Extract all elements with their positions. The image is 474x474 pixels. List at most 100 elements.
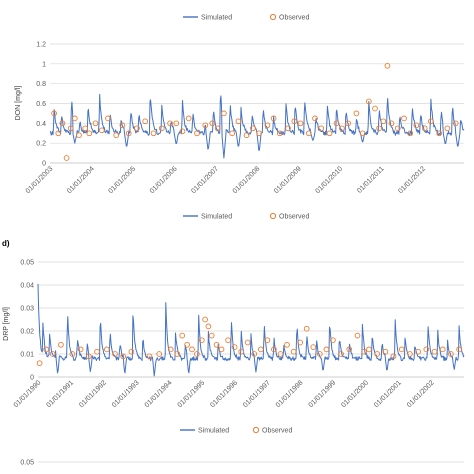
drp-x-tick-label: 01/01/1996 bbox=[209, 379, 239, 409]
drp-observed-point bbox=[213, 341, 220, 348]
drp-x-tick-label: 01/01/1995 bbox=[177, 379, 207, 409]
drp-observed-point bbox=[448, 351, 454, 357]
don-x-ticks: 01/01/2003 01/01/2004 01/01/2005 01/01/2006… bbox=[25, 165, 427, 195]
drp-observed-point bbox=[167, 346, 174, 353]
don-observed-point bbox=[345, 120, 351, 127]
drp-observed-point bbox=[49, 351, 56, 357]
drp-observed-point bbox=[194, 351, 200, 357]
drp-observed-point bbox=[257, 346, 264, 353]
don-observed-point bbox=[256, 130, 262, 137]
drp-observed-point bbox=[128, 348, 135, 355]
drp-observed-point bbox=[323, 346, 330, 353]
drp-observed-point bbox=[205, 323, 212, 330]
drp-observed-point bbox=[231, 344, 238, 350]
don-x-tick-label: 01/01/2004 bbox=[66, 165, 96, 195]
chart-bottom-partial: 0.05 bbox=[20, 460, 464, 467]
don-observed-point bbox=[318, 125, 325, 132]
drp-observed-point bbox=[112, 351, 118, 357]
don-observed-point bbox=[167, 120, 173, 127]
don-observed-point bbox=[326, 130, 333, 137]
drp-observed-point bbox=[415, 348, 421, 355]
don-observed-point bbox=[63, 155, 70, 161]
drp-x-tick-label: 01/01/2001 bbox=[373, 379, 403, 409]
drp-observed-point bbox=[208, 332, 215, 339]
don-observed-point bbox=[179, 128, 186, 135]
drp-observed-point bbox=[251, 351, 258, 357]
drp-ylabel: DRP [mg/l] bbox=[3, 307, 10, 341]
don-observed-point bbox=[353, 110, 360, 117]
legend-top-observed-label: Observed bbox=[279, 15, 309, 22]
don-observed-point bbox=[436, 130, 443, 137]
don-observed-point bbox=[134, 125, 140, 132]
drp-observed-point bbox=[297, 339, 304, 346]
drp-x-tick-label: 01/01/1992 bbox=[78, 379, 108, 409]
drp-observed-point bbox=[310, 344, 317, 350]
drp-observed-point bbox=[179, 332, 186, 339]
don-observed-point bbox=[59, 120, 66, 127]
don-observed-point bbox=[150, 130, 157, 137]
don-observed-point bbox=[376, 125, 382, 132]
don-observed-point bbox=[428, 118, 434, 125]
don-observed-point bbox=[285, 125, 291, 132]
drp-observed-point bbox=[338, 351, 344, 357]
drp-observed-point bbox=[36, 360, 43, 367]
drp-observed-point bbox=[407, 351, 413, 357]
don-observed-point bbox=[394, 125, 401, 132]
don-legend: Simulated Observed bbox=[183, 212, 309, 221]
drp-observed-point bbox=[85, 353, 92, 360]
drp-observed-point bbox=[390, 353, 397, 360]
drp-x-tick-label: 01/01/1994 bbox=[144, 379, 174, 409]
drp-x-tick-label: 01/01/1993 bbox=[111, 379, 141, 409]
drp-y-ticks: 0 0.01 0.02 0.03 0.04 0.05 bbox=[20, 260, 34, 382]
drp-observed-point bbox=[382, 348, 389, 355]
drp-x-tick-label: 01/01/1997 bbox=[242, 379, 272, 409]
don-series-observed bbox=[51, 62, 459, 161]
don-legend-observed-swatch bbox=[269, 212, 277, 220]
don-observed-point bbox=[407, 130, 414, 137]
drp-y-tick-label: 0.01 bbox=[20, 352, 34, 359]
don-ylabel: DON [mg/l] bbox=[15, 86, 22, 121]
don-observed-point bbox=[82, 125, 89, 132]
don-legend-simulated-label: Simulated bbox=[201, 214, 232, 221]
don-observed-point bbox=[297, 120, 304, 127]
don-y-tick-label: 1.2 bbox=[36, 42, 46, 49]
legend-top-simulated-label: Simulated bbox=[201, 15, 232, 22]
drp-legend: Simulated Observed bbox=[180, 426, 292, 435]
don-observed-point bbox=[421, 125, 428, 132]
drp-legend-observed-label: Observed bbox=[262, 428, 292, 435]
drp-observed-point bbox=[423, 346, 430, 353]
don-observed-point bbox=[333, 120, 340, 127]
drp-simulated-line bbox=[37, 283, 465, 377]
drp-observed-point bbox=[354, 332, 361, 339]
drp-observed-point bbox=[77, 346, 84, 353]
don-observed-point bbox=[229, 130, 236, 137]
drp-x-tick-label: 01/01/1990 bbox=[13, 379, 43, 409]
don-grid bbox=[50, 43, 464, 144]
don-x-tick-label: 01/01/2009 bbox=[273, 165, 303, 195]
legend-top-observed-swatch bbox=[269, 13, 277, 21]
don-x-tick-label: 01/01/2003 bbox=[25, 165, 55, 195]
drp-observed-point bbox=[94, 348, 100, 355]
drp-observed-point bbox=[277, 351, 284, 357]
drp-observed-point bbox=[290, 348, 297, 355]
drp-observed-point bbox=[103, 346, 110, 353]
drp-x-tick-label: 01/01/2000 bbox=[340, 379, 370, 409]
drp-observed-point bbox=[284, 341, 290, 348]
don-observed-point bbox=[365, 98, 372, 105]
don-observed-point bbox=[243, 132, 250, 139]
drp-observed-point bbox=[218, 346, 225, 353]
don-y-ticks: 0 0.2 0.4 0.6 0.8 1 1.2 bbox=[36, 42, 46, 168]
drp-observed-point bbox=[198, 337, 205, 344]
don-observed-point bbox=[209, 120, 216, 127]
drp-observed-point bbox=[264, 337, 271, 344]
don-observed-point bbox=[359, 130, 366, 137]
don-observed-point bbox=[125, 130, 132, 137]
drp-observed-point bbox=[271, 346, 277, 353]
bottom-y-tick-label: 0.05 bbox=[20, 460, 34, 467]
drp-observed-point bbox=[58, 341, 64, 348]
don-observed-point bbox=[305, 130, 312, 137]
don-observed-point bbox=[98, 127, 105, 134]
drp-legend-simulated-label: Simulated bbox=[198, 428, 229, 435]
don-simulated-line bbox=[49, 93, 465, 159]
